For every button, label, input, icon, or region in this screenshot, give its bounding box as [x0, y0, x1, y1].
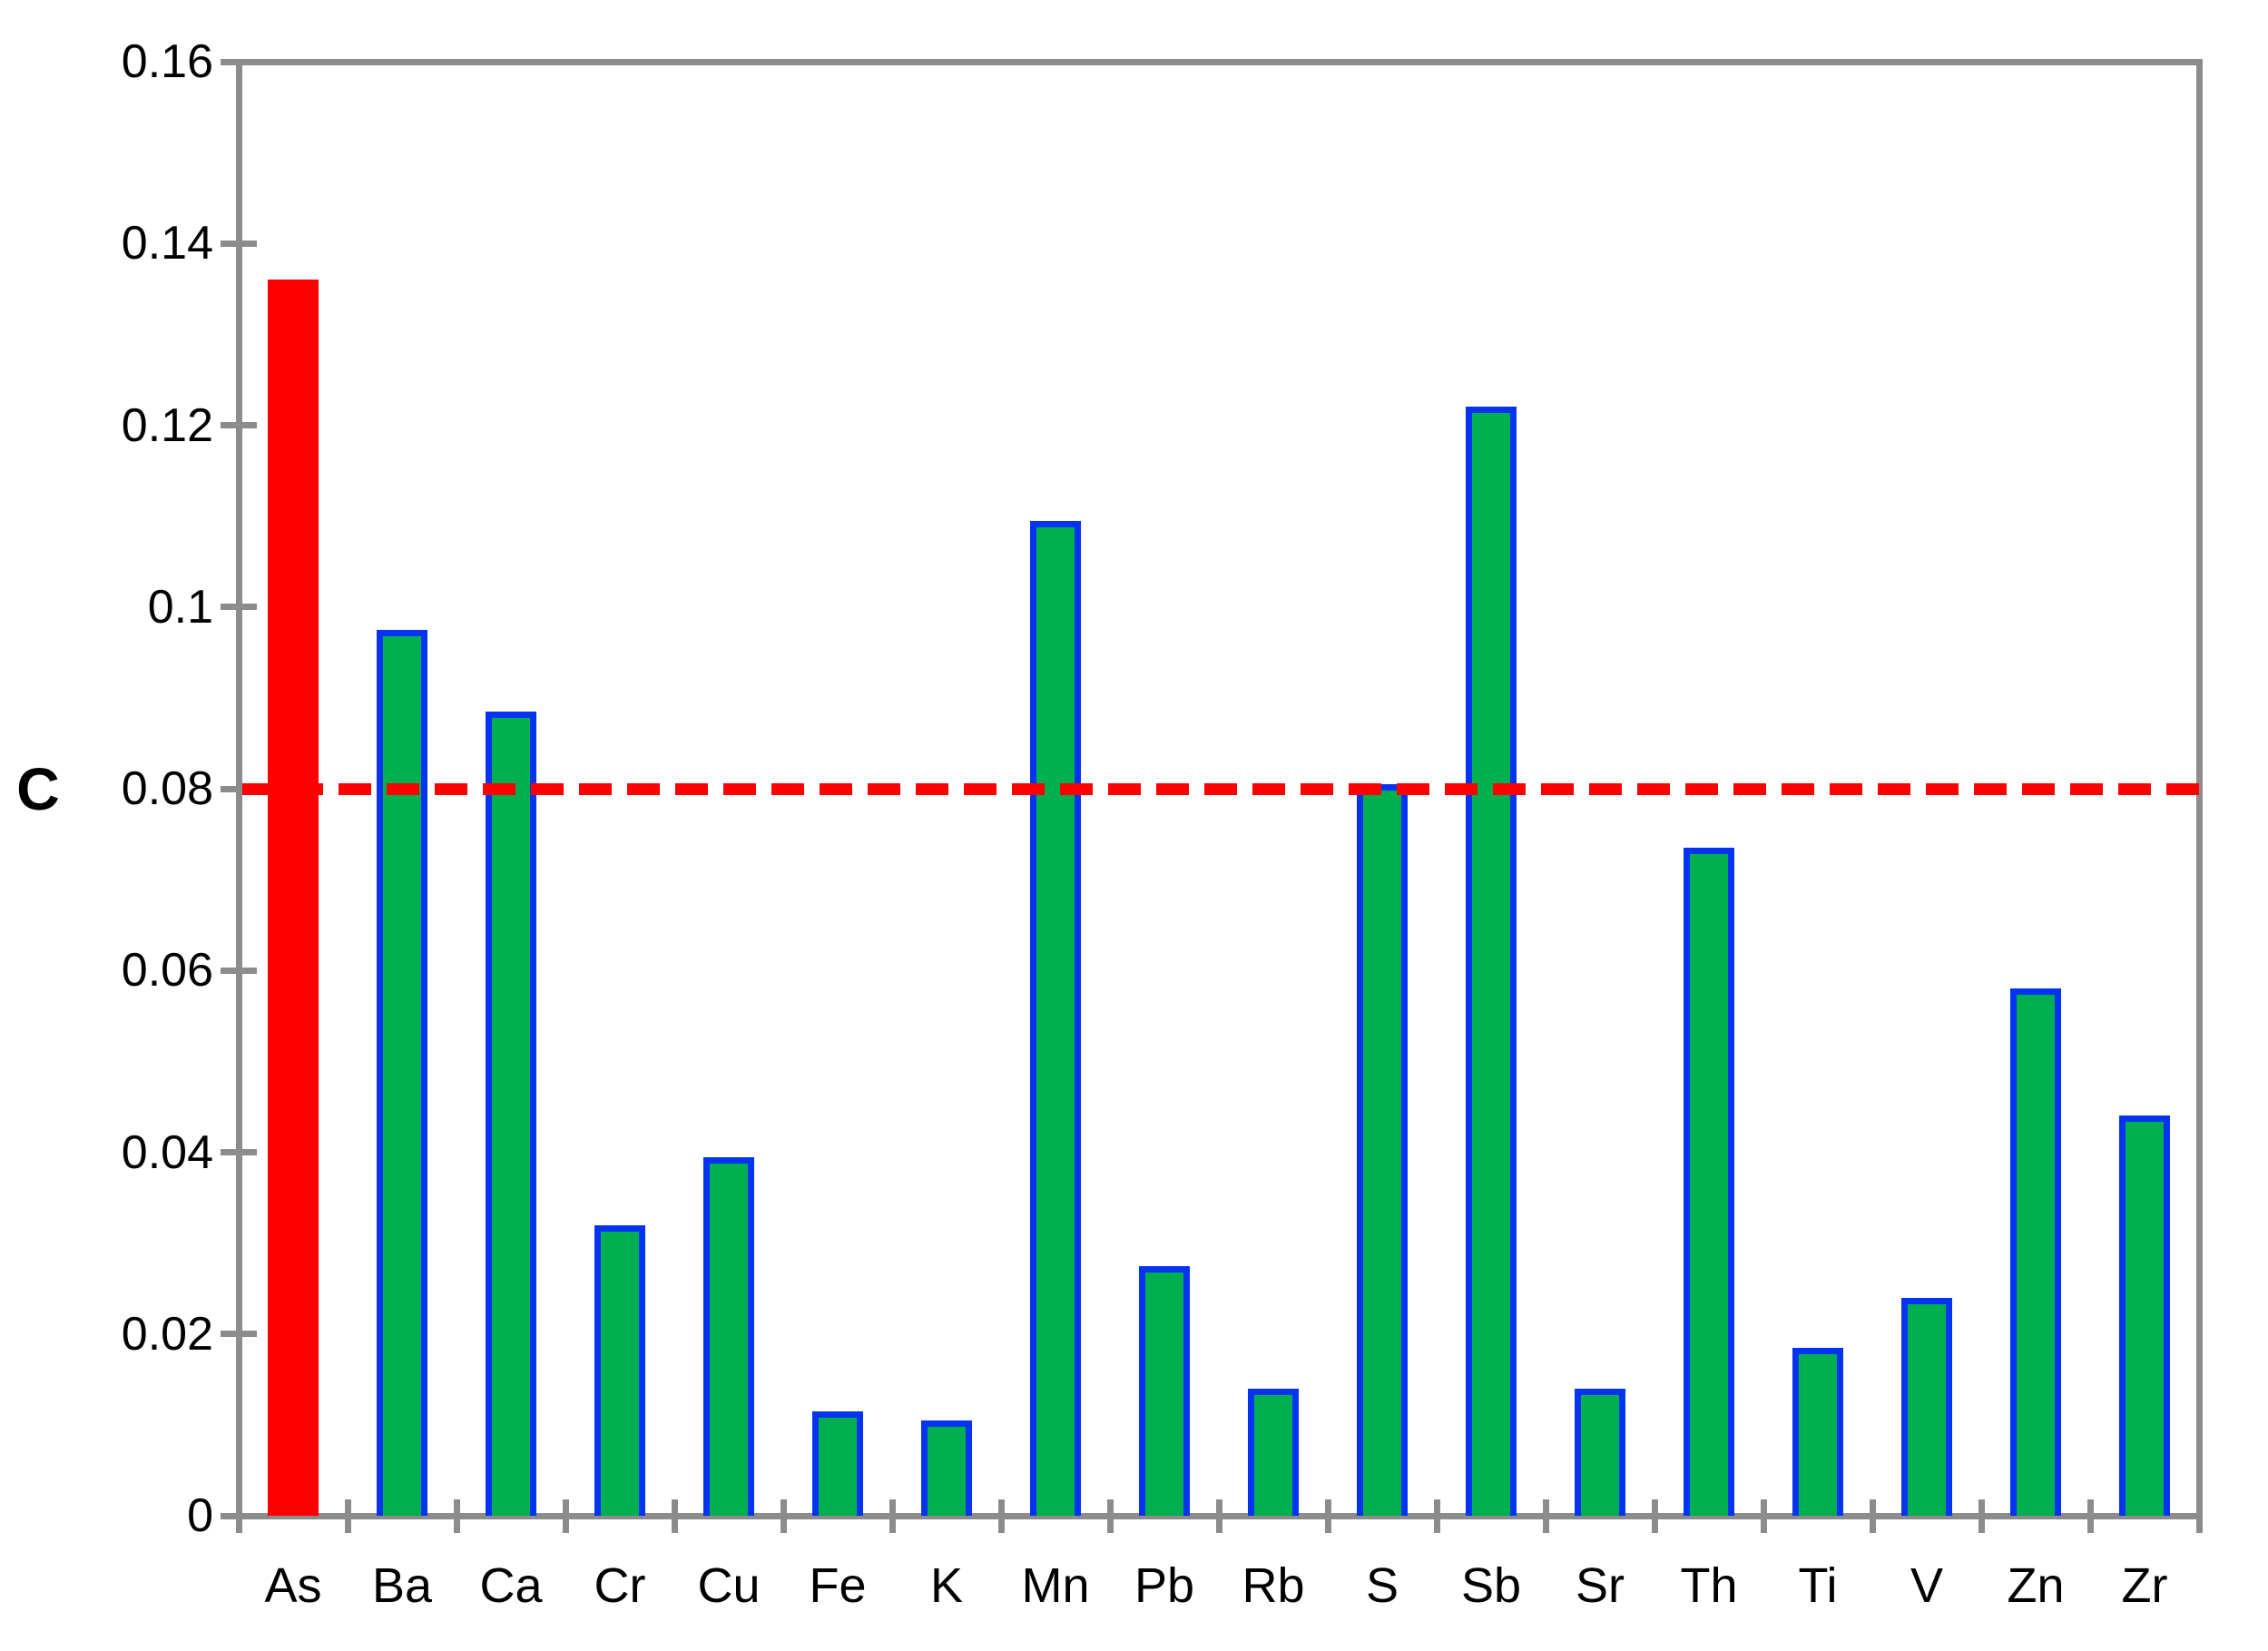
x-tick-label: Cr: [594, 1558, 646, 1613]
y-tick-label: 0.06: [121, 944, 213, 997]
y-tick-mark: [221, 604, 257, 611]
plot-border-top: [239, 59, 2203, 65]
bar-K: [921, 1420, 972, 1516]
y-tick-mark: [221, 422, 257, 428]
x-tick-label: Ti: [1798, 1558, 1838, 1613]
bar-Rb: [1248, 1388, 1299, 1516]
bar-Cr: [594, 1224, 645, 1516]
x-tick-label: Fe: [809, 1558, 867, 1613]
x-tick-label: Pb: [1134, 1558, 1195, 1613]
x-tick-mark: [997, 1499, 1005, 1533]
x-tick-label: V: [1910, 1558, 1944, 1613]
bar-Zn: [2010, 988, 2061, 1516]
bar-Ca: [486, 711, 536, 1516]
y-tick-mark: [221, 1149, 257, 1155]
bar-Sb: [1466, 407, 1517, 1516]
bar-highlight-As: [268, 280, 319, 1516]
x-tick-mark: [235, 1499, 242, 1533]
x-tick-label: Ca: [479, 1558, 543, 1613]
x-tick-label: Th: [1680, 1558, 1738, 1613]
x-tick-mark: [1433, 1499, 1440, 1533]
x-tick-label: Cu: [697, 1558, 761, 1613]
x-tick-label: As: [264, 1558, 322, 1613]
x-tick-mark: [1215, 1499, 1222, 1533]
bar-Zr: [2119, 1115, 2170, 1516]
x-tick-label: Mn: [1021, 1558, 1090, 1613]
x-axis-line: [221, 1513, 2203, 1519]
x-tick-mark: [1978, 1499, 1985, 1533]
bar-S: [1357, 783, 1408, 1516]
bar-Cu: [703, 1156, 754, 1516]
bar-Sr: [1575, 1388, 1625, 1516]
x-tick-mark: [1106, 1499, 1114, 1533]
bar-Ba: [377, 629, 427, 1516]
x-tick-mark: [1324, 1499, 1331, 1533]
y-tick-mark: [221, 58, 257, 65]
y-tick-mark: [221, 240, 257, 247]
x-tick-mark: [2086, 1499, 2094, 1533]
x-tick-mark: [344, 1499, 351, 1533]
x-tick-mark: [2195, 1499, 2203, 1533]
x-tick-mark: [889, 1499, 896, 1533]
x-tick-mark: [780, 1499, 787, 1533]
x-tick-mark: [1869, 1499, 1876, 1533]
x-tick-label: Zn: [2007, 1558, 2065, 1613]
bar-V: [1901, 1297, 1952, 1516]
y-tick-label: 0.1: [147, 580, 213, 634]
y-tick-mark: [221, 785, 257, 792]
x-tick-label: S: [1365, 1558, 1399, 1613]
y-tick-mark: [221, 967, 257, 974]
y-tick-label: 0.08: [121, 762, 213, 815]
x-tick-mark: [1651, 1499, 1658, 1533]
y-axis-line: [236, 59, 242, 1531]
x-tick-mark: [453, 1499, 460, 1533]
bar-Fe: [812, 1410, 863, 1516]
y-tick-label: 0.04: [121, 1125, 213, 1179]
y-tick-label: 0.16: [121, 35, 213, 88]
x-tick-label: Zr: [2121, 1558, 2168, 1613]
x-tick-label: Sb: [1460, 1558, 1522, 1613]
x-tick-mark: [1542, 1499, 1549, 1533]
x-tick-label: K: [929, 1558, 964, 1613]
y-tick-label: 0: [187, 1489, 213, 1542]
x-tick-label: Ba: [371, 1558, 433, 1613]
y-tick-mark: [221, 1331, 257, 1338]
plot-border-right: [2196, 59, 2203, 1519]
x-tick-mark: [671, 1499, 678, 1533]
x-tick-label: Rb: [1242, 1558, 1305, 1613]
x-tick-mark: [562, 1499, 569, 1533]
x-tick-label: Sr: [1576, 1558, 1625, 1613]
bar-Pb: [1139, 1265, 1190, 1516]
reference-line: [242, 782, 2199, 795]
x-tick-mark: [1760, 1499, 1767, 1533]
y-axis-title: C: [16, 755, 60, 822]
y-tick-label: 0.14: [121, 217, 213, 270]
y-tick-label: 0.12: [121, 398, 213, 452]
bar-Th: [1684, 848, 1734, 1516]
bar-Mn: [1030, 520, 1081, 1516]
y-tick-label: 0.02: [121, 1307, 213, 1361]
bar-Ti: [1792, 1347, 1843, 1516]
